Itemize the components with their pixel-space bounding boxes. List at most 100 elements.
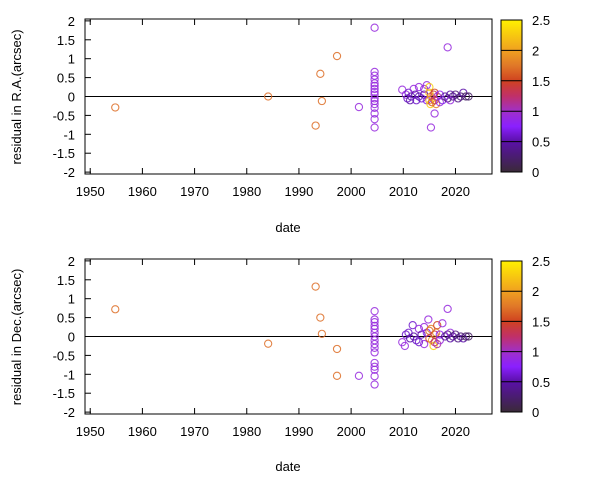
data-point	[400, 341, 410, 351]
data-point	[435, 98, 444, 107]
data-point	[370, 75, 379, 84]
colorbar-tick-label: 2.5	[532, 254, 550, 269]
data-point	[422, 81, 431, 90]
y-tick-label: -1	[63, 127, 75, 142]
y-tick-label: 0	[68, 330, 75, 345]
data-point	[354, 102, 364, 112]
data-point	[370, 372, 379, 381]
y-tick-label: 1	[68, 292, 75, 307]
colorbar-tick-label: 0	[532, 165, 539, 180]
data-point	[370, 81, 379, 91]
data-point	[317, 329, 327, 339]
y-tick-label: -2	[63, 405, 75, 420]
data-point	[435, 330, 444, 339]
ylabel-ra: residual in R.A.(arcsec)	[9, 29, 24, 164]
y-tick-label: 1.5	[57, 273, 75, 288]
data-point	[311, 121, 320, 130]
y-tick-label: 0.5	[57, 311, 75, 326]
data-point	[414, 82, 424, 92]
data-point	[370, 380, 379, 389]
data-point	[370, 23, 379, 32]
data-point	[446, 90, 455, 99]
y-tick-label: 1.5	[57, 33, 75, 48]
x-tick-label: 1970	[180, 184, 209, 199]
data-point	[370, 339, 379, 349]
data-point	[311, 282, 320, 291]
data-point	[464, 92, 473, 101]
y-tick-label: 2	[68, 14, 75, 29]
data-point	[461, 92, 471, 101]
data-point	[459, 334, 468, 343]
x-tick-label: 1970	[180, 424, 209, 439]
data-point	[111, 103, 120, 112]
x-tick-label: 2000	[337, 424, 366, 439]
data-point	[408, 321, 417, 330]
x-tick-label: 2000	[337, 184, 366, 199]
colorbar-tick-label: 0.5	[532, 375, 550, 390]
data-point	[433, 321, 442, 330]
data-point	[370, 315, 379, 324]
data-point	[430, 338, 439, 347]
data-point	[263, 92, 273, 101]
panel-ra: residual in R.A.(arcsec) date	[9, 29, 301, 235]
data-point	[430, 109, 439, 118]
data-point	[464, 332, 473, 341]
y-tick-label: 2	[68, 254, 75, 269]
data-point	[354, 371, 364, 380]
colorbar-tick-label: 2.5	[532, 13, 550, 28]
xlabel-dec: date	[275, 459, 300, 474]
y-tick-label: -1.5	[53, 386, 75, 401]
colorbar-tick-label: 1	[532, 104, 539, 119]
data-point	[332, 344, 342, 354]
data-point	[453, 94, 463, 103]
data-point	[317, 96, 327, 106]
panel-dec: residual in Dec.(arcsec) date	[9, 269, 301, 474]
plot-1: 1950 1960 1970 1980 1990 2000 2010 202021.510.5…	[53, 254, 550, 439]
data-point	[417, 330, 426, 339]
data-point	[443, 43, 452, 52]
data-point	[316, 69, 325, 78]
colorbar-tick-label: 2	[532, 284, 539, 299]
colorbar-tick-label: 2	[532, 43, 539, 58]
colorbar	[500, 260, 523, 413]
data-point	[370, 307, 379, 316]
y-tick-label: -2	[63, 165, 75, 180]
x-tick-label: 1990	[284, 424, 313, 439]
colorbar	[500, 19, 523, 173]
data-point	[412, 336, 421, 345]
data-point	[409, 84, 418, 94]
data-point	[370, 115, 379, 124]
y-tick-label: 0.5	[57, 71, 75, 86]
x-tick-label: 1950	[76, 184, 105, 199]
colorbar-tick-label: 1.5	[532, 74, 550, 89]
x-tick-label: 1980	[232, 424, 261, 439]
data-point	[425, 82, 434, 92]
x-tick-label: 2010	[389, 184, 418, 199]
y-tick-label: 1	[68, 52, 75, 67]
data-point	[370, 90, 379, 99]
data-point	[426, 123, 436, 132]
data-point	[370, 365, 379, 374]
data-point	[263, 339, 273, 348]
data-point	[316, 313, 325, 322]
data-point	[370, 79, 379, 88]
x-tick-label: 1950	[76, 424, 105, 439]
data-point	[370, 123, 379, 132]
data-point	[438, 319, 447, 328]
ylabel-dec: residual in Dec.(arcsec)	[9, 269, 24, 406]
data-point	[414, 338, 424, 347]
data-point	[332, 51, 342, 61]
data-point	[401, 90, 411, 99]
data-point	[405, 96, 415, 105]
data-point	[424, 315, 433, 324]
x-tick-label: 2020	[441, 184, 470, 199]
data-point	[370, 348, 379, 357]
x-tick-label: 1990	[284, 184, 313, 199]
data-point	[370, 103, 379, 112]
y-tick-label: -1.5	[53, 146, 75, 161]
data-point	[370, 94, 379, 103]
data-point	[370, 87, 379, 97]
x-tick-label: 2010	[389, 424, 418, 439]
data-point	[370, 99, 379, 109]
